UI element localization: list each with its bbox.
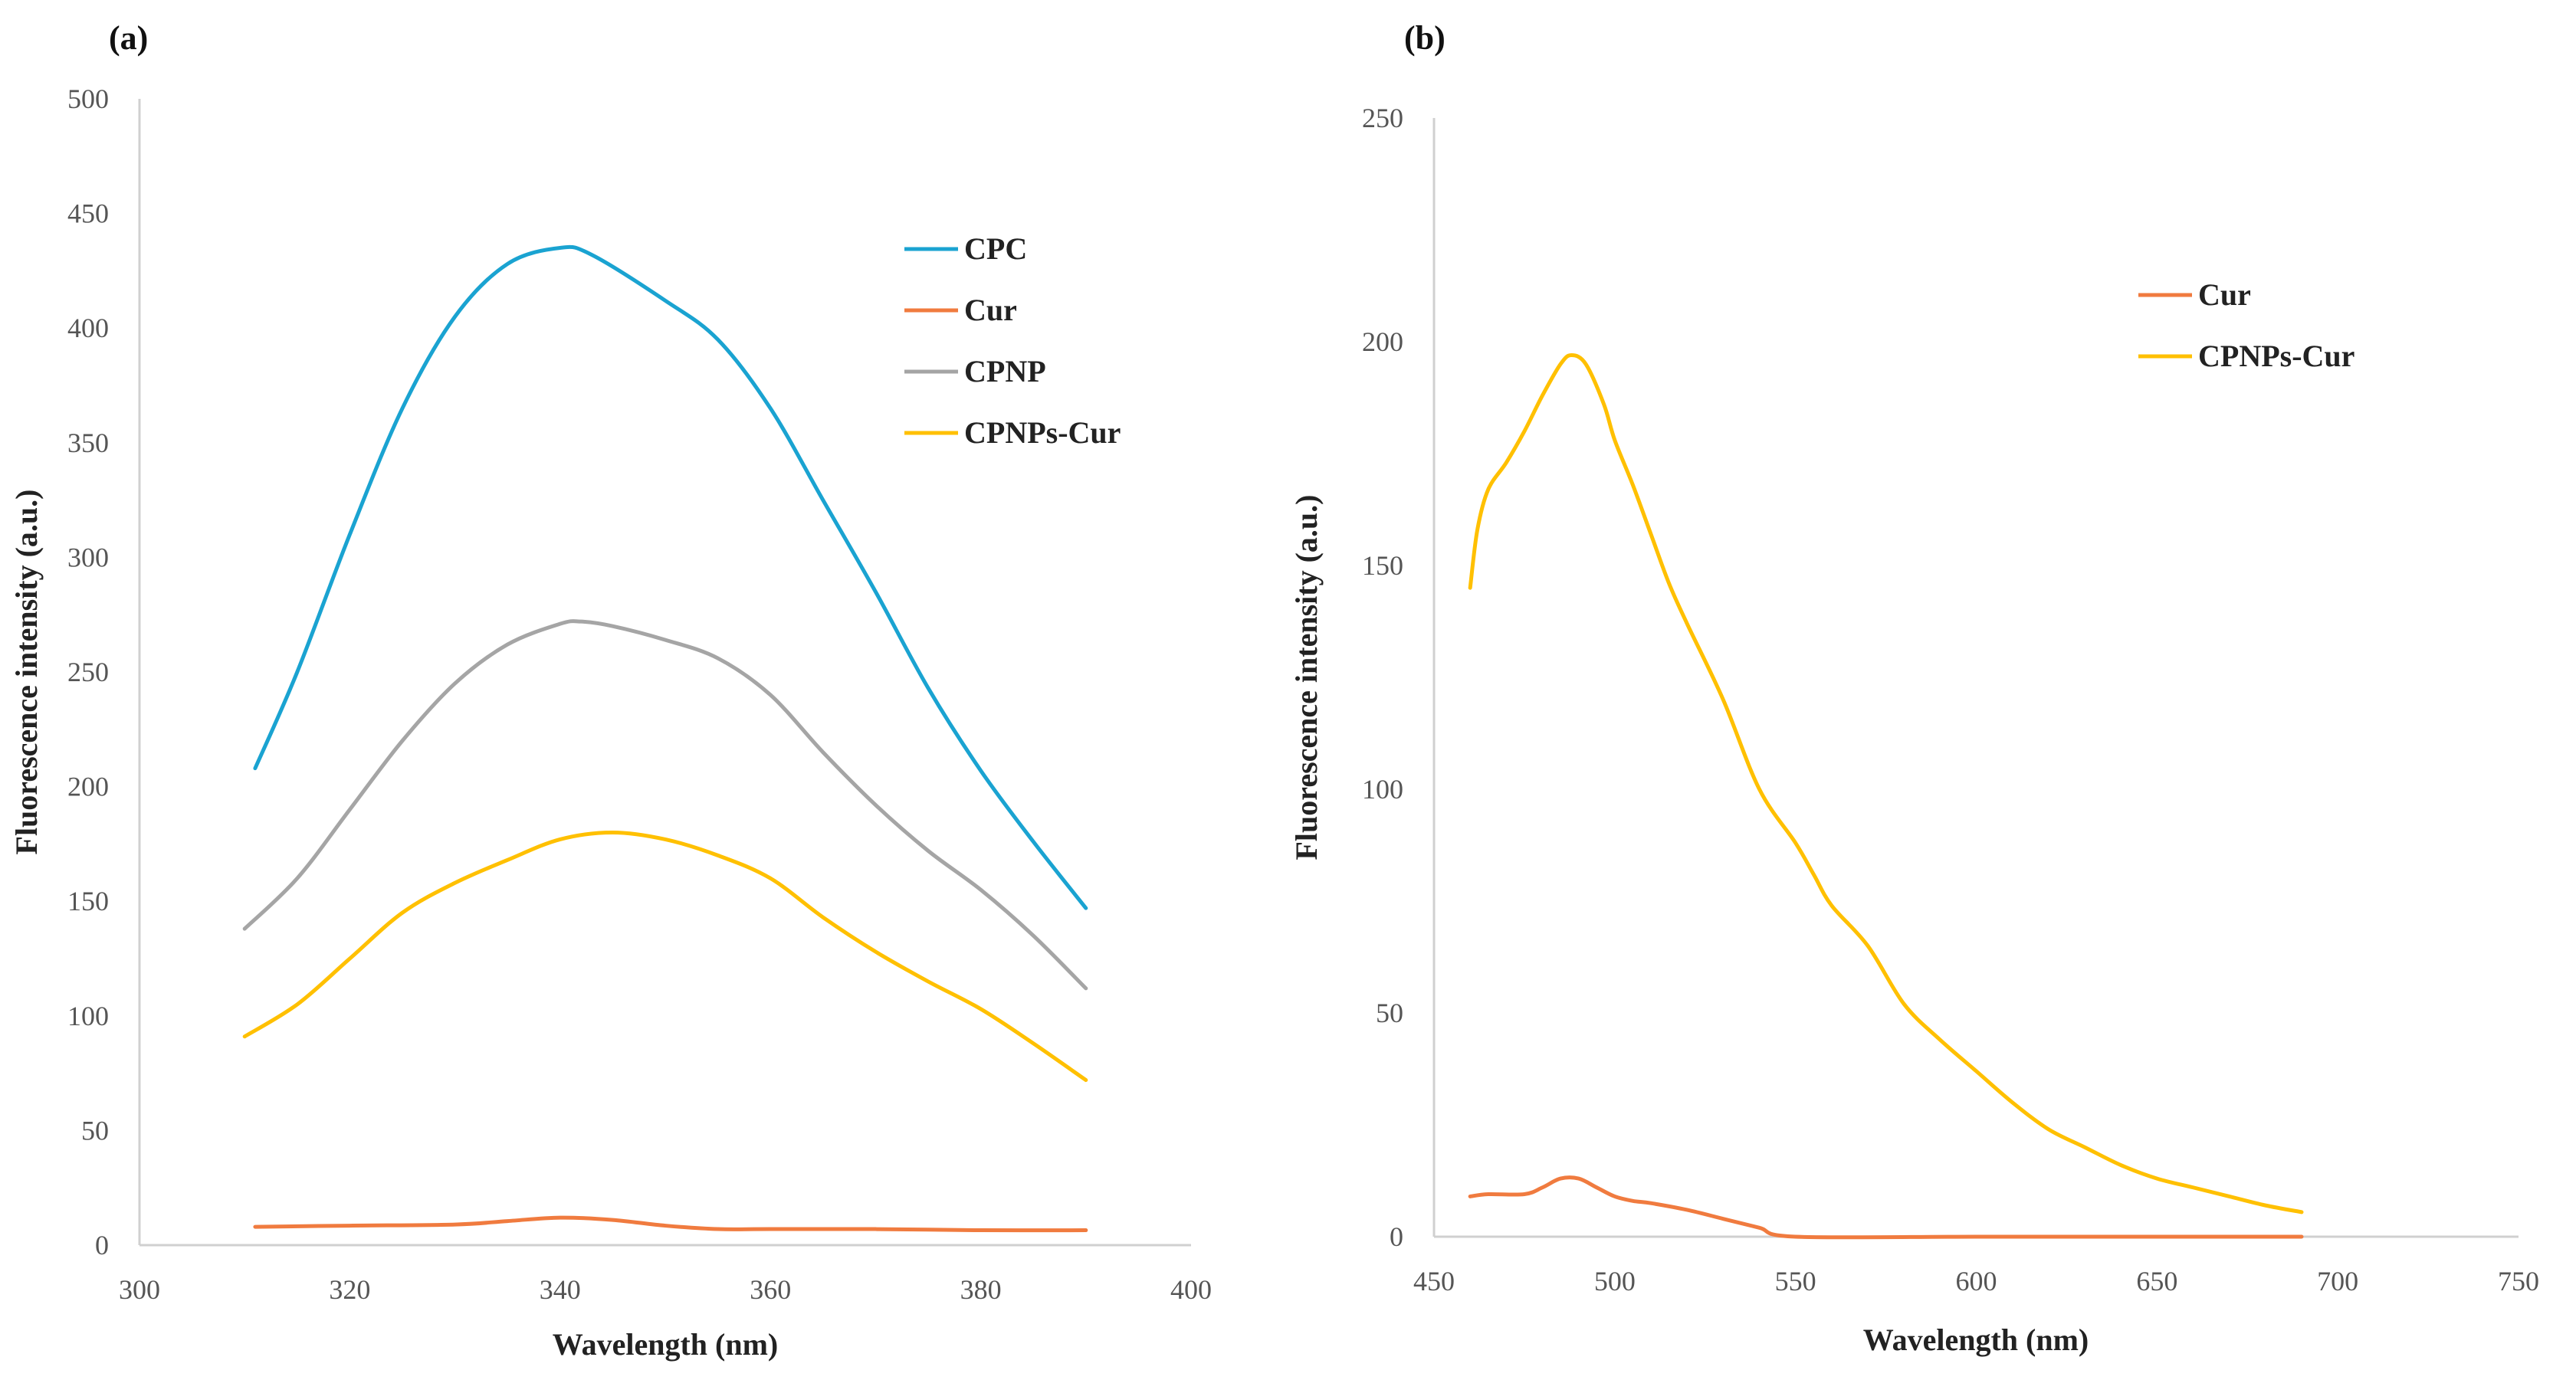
x-tick-label: 500 xyxy=(1594,1266,1636,1296)
legend-label: CPNP xyxy=(964,354,1046,388)
legend-label: Cur xyxy=(964,293,1017,327)
y-tick-label: 400 xyxy=(67,313,109,343)
x-tick-label: 700 xyxy=(2317,1266,2358,1296)
x-tick-label: 400 xyxy=(1170,1274,1212,1305)
y-tick-label: 150 xyxy=(67,886,109,916)
legend-label: CPNPs-Cur xyxy=(964,415,1121,450)
y-tick-label: 100 xyxy=(67,1001,109,1031)
x-tick-label: 750 xyxy=(2498,1266,2539,1296)
x-tick-label: 600 xyxy=(1956,1266,1997,1296)
y-tick-label: 250 xyxy=(1362,103,1403,133)
legend-label: CPC xyxy=(964,231,1027,266)
series-line-cpnp xyxy=(242,619,1088,991)
y-tick-label: 0 xyxy=(1390,1221,1403,1252)
x-axis-label: Wavelength (nm) xyxy=(1863,1323,2089,1357)
x-tick-label: 340 xyxy=(540,1274,581,1305)
chart-panel-a: (a) 0 50 100 150 200 250 300 350 400 450 500 300 320 3… xyxy=(9,19,1212,1362)
series-line-cpnps-cur xyxy=(1468,353,2304,1214)
series-line-cpnps-cur xyxy=(242,830,1088,1083)
y-tick-label: 450 xyxy=(67,198,109,229)
y-tick-label: 100 xyxy=(1362,774,1403,805)
y-tick-label: 250 xyxy=(67,657,109,687)
y-axis-label: Fluorescence intensity (a.u.) xyxy=(9,490,44,855)
x-tick-label: 300 xyxy=(119,1274,160,1305)
y-tick-label: 300 xyxy=(67,542,109,572)
chart-panel-b: (b) 0 50 100 150 200 250 450 500 550 600 650 700 750 W… xyxy=(1289,19,2539,1357)
x-tick-label: 360 xyxy=(750,1274,791,1305)
series-line-cur xyxy=(1468,1175,2304,1240)
x-tick-label: 650 xyxy=(2136,1266,2177,1296)
y-tick-label: 200 xyxy=(67,772,109,802)
y-tick-label: 0 xyxy=(95,1230,109,1260)
x-tick-label: 380 xyxy=(960,1274,1002,1305)
x-tick-label: 550 xyxy=(1775,1266,1816,1296)
panel-label: (a) xyxy=(109,19,148,57)
y-tick-label: 500 xyxy=(67,84,109,114)
x-tick-label: 320 xyxy=(329,1274,370,1305)
y-tick-label: 150 xyxy=(1362,550,1403,581)
x-tick-label: 450 xyxy=(1413,1266,1455,1296)
y-axis-label: Fluorescence intensity (a.u.) xyxy=(1289,495,1324,860)
series-line-cpc xyxy=(253,244,1088,910)
series-line-cur xyxy=(253,1215,1088,1233)
legend-label: CPNPs-Cur xyxy=(2198,339,2354,373)
y-tick-label: 200 xyxy=(1362,326,1403,357)
y-tick-label: 50 xyxy=(1376,998,1403,1028)
legend-label: Cur xyxy=(2198,277,2251,312)
y-tick-label: 50 xyxy=(81,1115,109,1146)
panel-label: (b) xyxy=(1404,19,1446,57)
y-tick-label: 350 xyxy=(67,428,109,458)
x-axis-label: Wavelength (nm) xyxy=(553,1327,778,1362)
